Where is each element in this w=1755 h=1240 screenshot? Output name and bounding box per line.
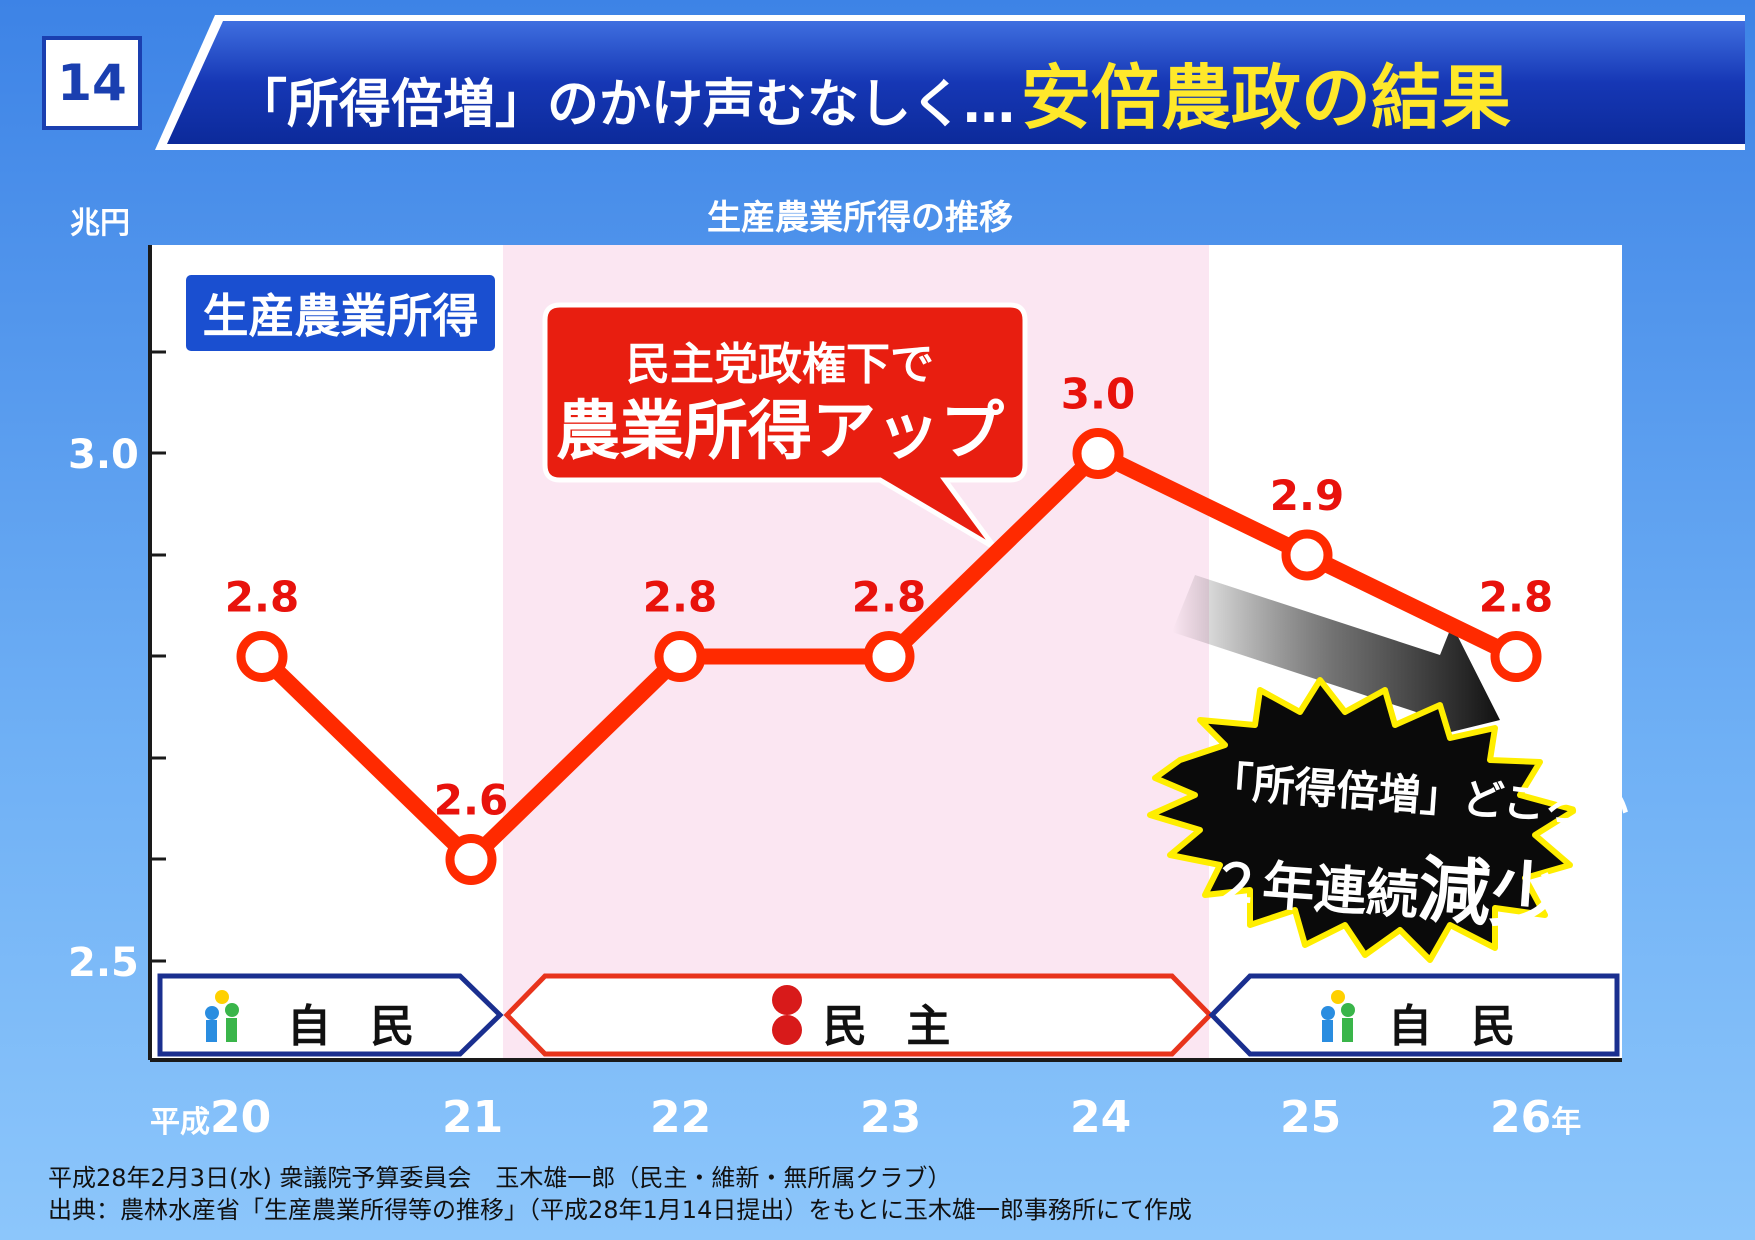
data-point-24 xyxy=(1072,428,1124,479)
period-label-ldp-2: 自 民 xyxy=(1388,1001,1528,1052)
x-tick-label-21: 21 xyxy=(442,1092,504,1143)
data-point-20 xyxy=(236,631,288,682)
x-prefix: 平成 xyxy=(150,1105,210,1140)
series-label-badge: 生産農業所得 xyxy=(183,272,498,354)
x-tick-label-25: 25 xyxy=(1280,1092,1342,1143)
x-tick-label-23: 23 xyxy=(860,1092,922,1143)
x-tick-label-20: 平成20 xyxy=(150,1092,272,1143)
chart-title: 生産農業所得の推移 xyxy=(707,198,1013,238)
data-point-25 xyxy=(1281,529,1333,581)
x-suffix: 年 xyxy=(1551,1105,1582,1140)
y-tick-label-2.5: 2.5 xyxy=(68,940,139,986)
burst-line2-prefix: ２年連続 xyxy=(1208,852,1421,927)
y-ticks xyxy=(150,350,166,963)
data-label-22: 2.8 xyxy=(643,573,717,622)
title-part2: 安倍農政の結果 xyxy=(1021,57,1512,139)
footer-line1: 平成28年2月3日(水) 衆議院予算委員会 玉木雄一郎（民主・維新・無所属クラブ… xyxy=(48,1164,952,1192)
data-label-20: 2.8 xyxy=(225,573,299,622)
series-layer: 2.8 2.6 2.8 2.8 3.0 2.9 2.8 xyxy=(225,370,1553,885)
data-point-23 xyxy=(863,631,915,682)
page-title: 「所得倍増」のかけ声むなしく… 安倍農政の結果 xyxy=(235,42,1511,139)
x-tick-label-22: 22 xyxy=(650,1092,712,1143)
period-bars xyxy=(157,973,1620,1057)
callout-line2: 農業所得アップ xyxy=(556,395,1004,469)
period-label-ldp-1: 自 民 xyxy=(287,1001,427,1052)
callout-bubble xyxy=(542,302,1028,551)
ldp-icon-1 xyxy=(205,990,239,1042)
data-point-22 xyxy=(654,631,706,682)
decline-arrow xyxy=(1172,575,1500,745)
x-tick-label-26: 26年 xyxy=(1490,1092,1582,1143)
data-point-26 xyxy=(1490,631,1542,682)
header-banner xyxy=(155,15,1745,150)
period-dpj xyxy=(503,973,1214,1057)
footer-line2: 出典：農林水産省「生産農業所得等の推移」（平成28年1月14日提出）をもとに玉木… xyxy=(48,1196,1192,1224)
slide-number: 14 xyxy=(42,36,142,130)
period-label-dpj: 民 主 xyxy=(823,1001,963,1052)
burst-shape xyxy=(1147,677,1578,963)
burst-line2-big: 減少!! xyxy=(1415,847,1631,946)
data-label-21: 2.6 xyxy=(434,776,508,825)
period-ldp-2 xyxy=(1208,973,1620,1057)
ldp-icon-2 xyxy=(1321,990,1355,1042)
y-tick-label-3.0: 3.0 xyxy=(68,432,139,478)
data-label-26: 2.8 xyxy=(1479,573,1553,622)
data-label-25: 2.9 xyxy=(1270,471,1344,520)
callout-line1: 民主党政権下で xyxy=(626,339,934,390)
dpj-icon xyxy=(772,985,802,1045)
data-label-23: 2.8 xyxy=(852,573,926,622)
x-tick-label-24: 24 xyxy=(1070,1092,1132,1143)
data-label-24: 3.0 xyxy=(1061,370,1135,419)
title-part1: 「所得倍増」のかけ声むなしく… xyxy=(235,75,1016,135)
data-point-21 xyxy=(445,834,497,885)
period-ldp-1 xyxy=(157,973,504,1057)
y-unit-label: 兆円 xyxy=(70,206,130,241)
